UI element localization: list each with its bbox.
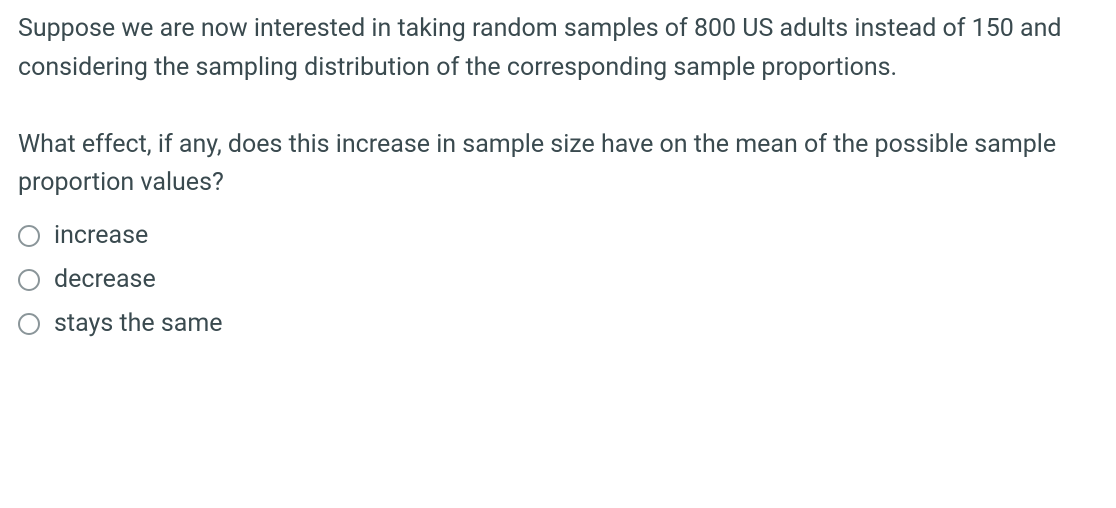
option-stays-the-same[interactable]: stays the same xyxy=(18,309,1098,339)
option-label: decrease xyxy=(54,265,156,295)
radio-icon xyxy=(18,225,40,247)
option-label: stays the same xyxy=(54,309,223,339)
intro-text: Suppose we are now interested in taking … xyxy=(18,10,1098,88)
question-text: What effect, if any, does this increase … xyxy=(18,126,1098,204)
option-label: increase xyxy=(54,221,148,251)
radio-icon xyxy=(18,313,40,335)
options-group: increase decrease stays the same xyxy=(18,221,1098,339)
radio-icon xyxy=(18,269,40,291)
option-decrease[interactable]: decrease xyxy=(18,265,1098,295)
option-increase[interactable]: increase xyxy=(18,221,1098,251)
question-container: Suppose we are now interested in taking … xyxy=(0,0,1116,357)
